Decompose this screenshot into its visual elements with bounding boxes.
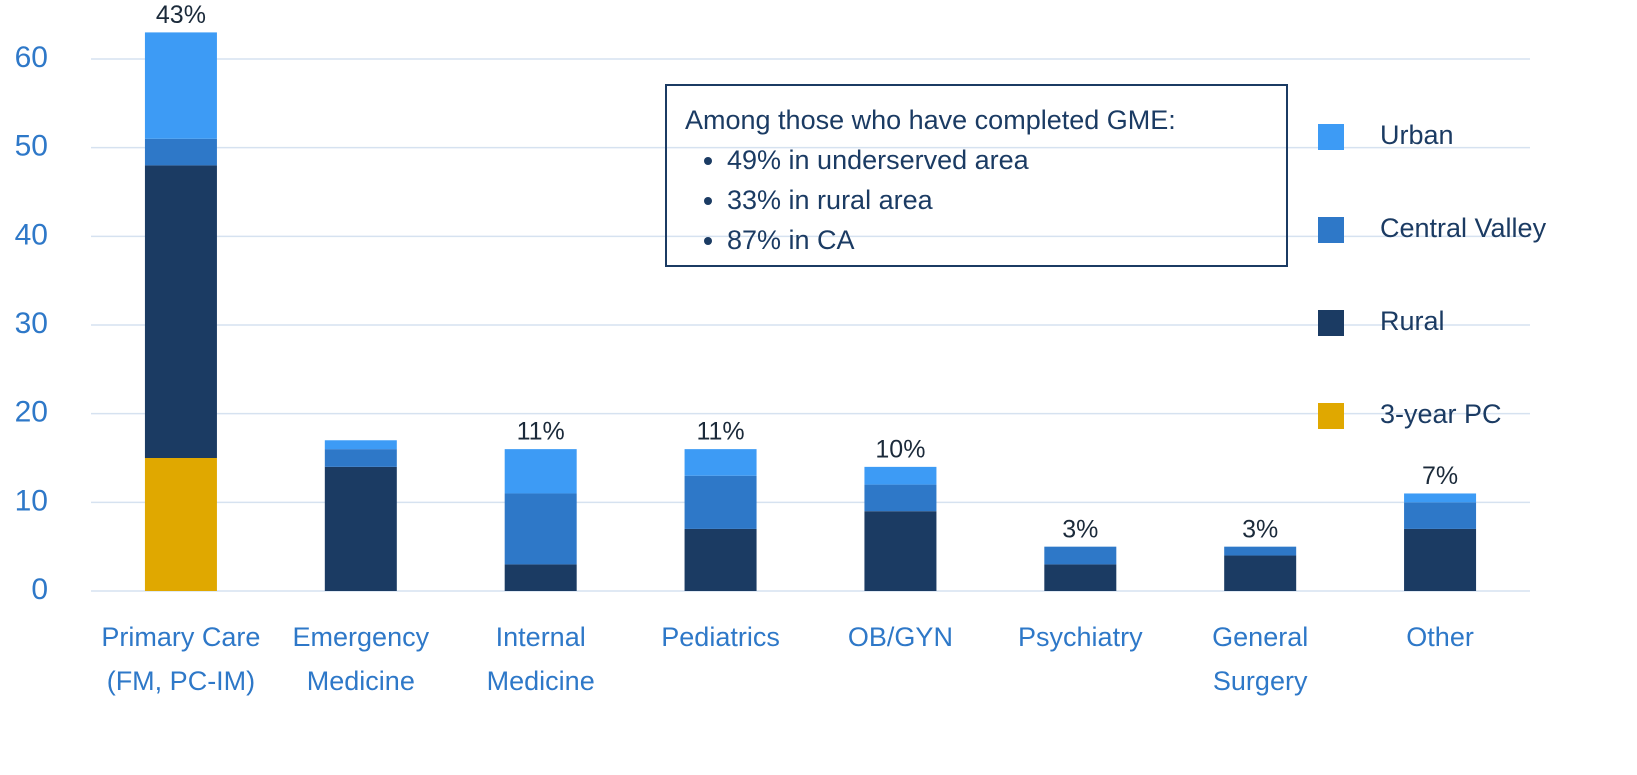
percent-label: 10% [875, 435, 925, 463]
x-tick-label: General Surgery [1212, 622, 1309, 696]
bar-segment [864, 466, 937, 485]
legend-swatch [1318, 217, 1344, 243]
bar-segment [144, 458, 217, 591]
bar-segment [684, 475, 757, 529]
bar-segment [1044, 564, 1117, 591]
bar-segment [324, 440, 397, 450]
bar-segment [144, 138, 217, 166]
percent-label: 43% [156, 1, 206, 29]
bar-segment [684, 528, 757, 591]
bar-segment [504, 564, 577, 591]
legend-label: Central Valley [1380, 213, 1547, 243]
y-tick-label: 20 [15, 396, 48, 429]
bar-segment [864, 511, 937, 591]
bar-segment [1404, 493, 1477, 503]
percent-label: 3% [1062, 515, 1098, 543]
bar-segment [1044, 546, 1117, 565]
bar-segment [1224, 546, 1297, 556]
bar-segment [1224, 555, 1297, 591]
legend-swatch [1318, 403, 1344, 429]
percent-label: 7% [1422, 462, 1458, 490]
x-tick-label: Primary Care (FM, PC-IM) [101, 622, 261, 696]
annotation-box: Among those who have completed GME: 49% … [665, 84, 1288, 267]
bar-segment [324, 449, 397, 467]
bar-segment [1404, 502, 1477, 529]
percent-label: 11% [696, 418, 744, 446]
y-tick-label: 10 [15, 484, 48, 517]
x-tick-label: Psychiatry [1018, 622, 1143, 652]
x-tick-label: Internal Medicine [486, 622, 595, 696]
bar-segment [504, 449, 577, 494]
legend-label: Urban [1380, 120, 1454, 150]
annotation-list: 49% in underserved area33% in rural area… [685, 140, 1268, 260]
x-tick-label: OB/GYN [847, 622, 953, 652]
percent-label: 11% [517, 418, 565, 446]
annotation-title: Among those who have completed GME: [685, 105, 1176, 135]
y-tick-label: 60 [15, 41, 48, 74]
legend-label: Rural [1380, 306, 1445, 336]
bar-segment [504, 493, 577, 565]
bar-segment [324, 466, 397, 591]
x-tick-label: Pediatrics [661, 622, 780, 652]
bar-segment [864, 484, 937, 512]
bar-segment [1404, 528, 1477, 591]
y-tick-label: 30 [15, 307, 48, 340]
annotation-bullet: 49% in underserved area [727, 140, 1268, 180]
x-tick-label: Emergency Medicine [292, 622, 430, 696]
y-tick-label: 50 [15, 130, 48, 163]
legend-swatch [1318, 310, 1344, 336]
legend-swatch [1318, 124, 1344, 150]
bar-segment [144, 165, 217, 458]
bar-segment [684, 449, 757, 476]
percent-label: 3% [1242, 515, 1278, 543]
y-tick-label: 40 [15, 218, 48, 251]
bar-segment [144, 32, 217, 139]
y-tick-label: 0 [31, 573, 48, 606]
legend-label: 3-year PC [1380, 399, 1502, 429]
annotation-bullet: 87% in CA [727, 220, 1268, 260]
x-tick-label: Other [1406, 622, 1474, 652]
annotation-bullet: 33% in rural area [727, 180, 1268, 220]
